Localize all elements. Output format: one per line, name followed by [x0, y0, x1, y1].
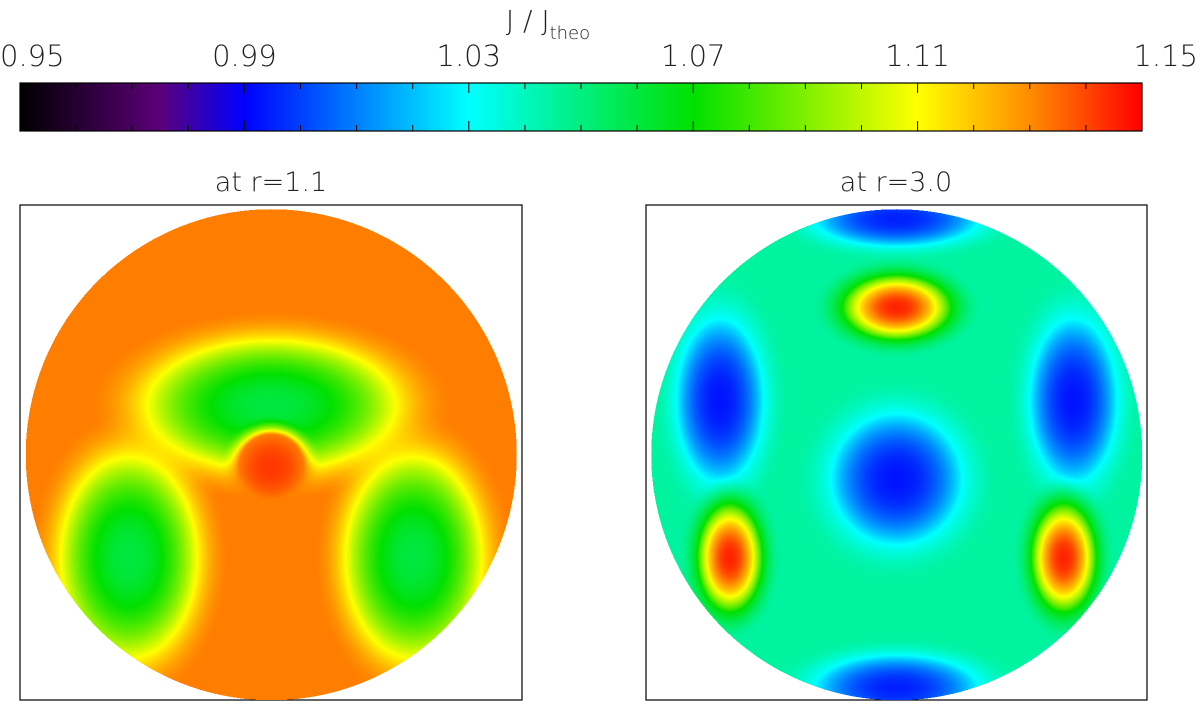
- colorbar-tick-label: 1.07: [661, 39, 726, 73]
- colorbar-tick-label: 1.03: [437, 39, 502, 73]
- colorbar-title-sub: theo: [550, 23, 591, 44]
- panel-right-disk-map: [646, 205, 1147, 700]
- colorbar-title: J / Jtheo: [506, 4, 590, 44]
- colorbar: J / Jtheo 0.95 0.99 1.03 1.07 1.11 1.15: [0, 4, 1198, 132]
- colorbar-tick-label: 0.99: [212, 39, 277, 73]
- colorbar-tick-label: 1.11: [885, 39, 950, 73]
- panel-left-disk-map: [20, 205, 522, 700]
- colorbar-tick-label: 0.95: [0, 39, 65, 73]
- panel-left-title: at r=1.1: [215, 167, 327, 198]
- panel-right-title: at r=3.0: [840, 167, 952, 198]
- colorbar-tick-label: 1.15: [1133, 39, 1198, 73]
- colorbar-bar: [19, 82, 1143, 132]
- panel-left: at r=1.1: [19, 167, 523, 701]
- colorbar-title-main: J / J: [506, 4, 550, 37]
- colorbar-tick-marks: [75, 83, 1087, 131]
- colorbar-tick-labels: 0.95 0.99 1.03 1.07 1.11 1.15: [0, 39, 1198, 73]
- panel-right: at r=3.0: [645, 167, 1148, 701]
